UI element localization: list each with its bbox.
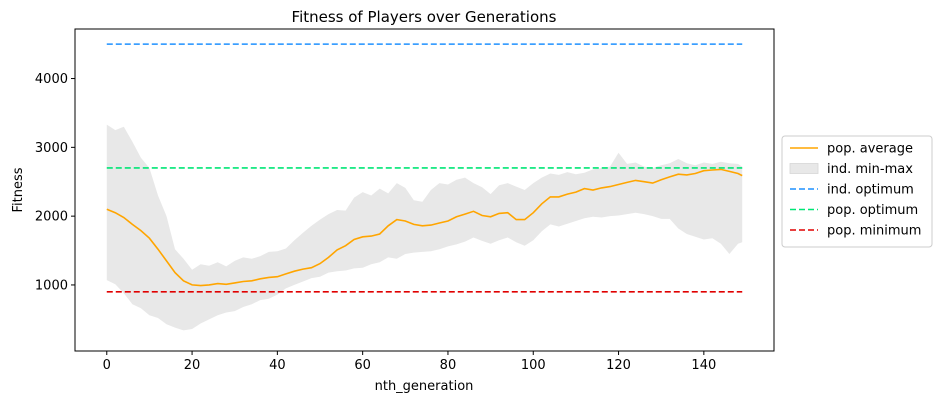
legend-label-pop-average: pop. average (827, 142, 913, 157)
y-tick-label: 4000 (35, 72, 68, 87)
legend-label-ind-optimum: ind. optimum (827, 183, 914, 198)
y-tick-label: 1000 (35, 278, 68, 293)
x-tick-label: 40 (269, 358, 286, 373)
x-axis: 0 20 40 60 80 100 120 140 (103, 351, 716, 373)
x-axis-label: nth_generation (375, 379, 474, 394)
x-tick-label: 80 (440, 358, 457, 373)
y-axis-label: Fitness (11, 167, 26, 212)
x-tick-label: 0 (103, 358, 111, 373)
min-max-band (106, 124, 743, 331)
legend-label-ind-min-max: ind. min-max (827, 162, 913, 177)
y-tick-label: 2000 (35, 210, 68, 225)
plot-area (106, 43, 743, 331)
x-tick-label: 140 (691, 358, 716, 373)
legend-label-pop-minimum: pop. minimum (827, 224, 921, 239)
legend: pop. average ind. min-max ind. optimum pop.… (781, 135, 933, 248)
y-tick-label: 3000 (35, 141, 68, 156)
legend-box (781, 135, 933, 248)
x-tick-label: 120 (606, 358, 631, 373)
x-tick-label: 100 (521, 358, 546, 373)
plot-frame (74, 28, 775, 352)
chart-title: Fitness of Players over Generations (292, 8, 557, 26)
population-average-line (106, 168, 743, 287)
legend-label-pop-optimum: pop. optimum (827, 203, 918, 218)
legend-swatch-ind-min-max (789, 163, 819, 174)
y-axis: 1000 2000 3000 4000 (35, 72, 75, 293)
x-tick-label: 60 (354, 358, 371, 373)
x-tick-label: 20 (184, 358, 201, 373)
